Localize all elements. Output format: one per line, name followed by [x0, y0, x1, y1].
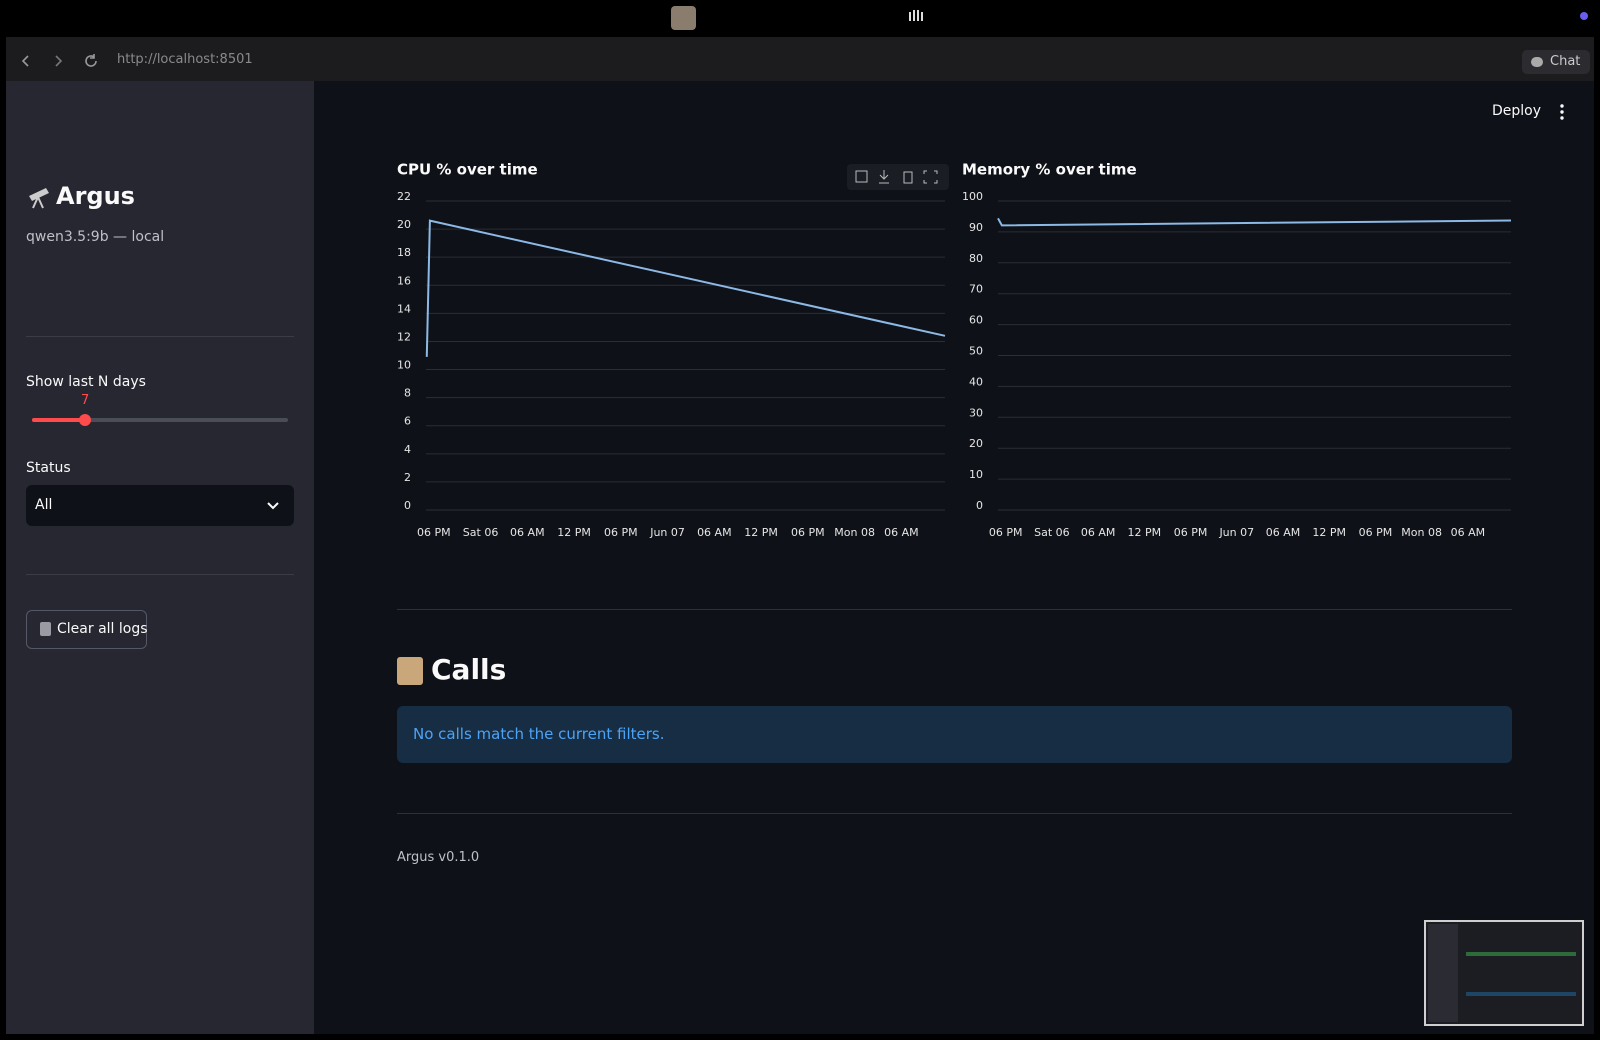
- forward-button[interactable]: [55, 55, 63, 67]
- slider-fill: [32, 418, 85, 422]
- chart-toolbar: [847, 164, 949, 190]
- info-message: No calls match the current filters.: [413, 725, 665, 743]
- address-bar: http://localhost:8501 Chat: [6, 37, 1594, 81]
- copy-icon[interactable]: [903, 171, 913, 184]
- divider: [26, 336, 294, 337]
- reload-button[interactable]: [85, 54, 97, 67]
- nav-icons: [21, 54, 97, 67]
- table-icon[interactable]: [855, 170, 868, 183]
- status-label: Status: [26, 460, 71, 476]
- divider: [397, 609, 1512, 610]
- slider-label: Show last N days: [26, 374, 146, 390]
- slider-value: 7: [81, 393, 90, 408]
- back-button[interactable]: [21, 55, 29, 67]
- chat-label: Chat: [1550, 54, 1581, 69]
- divider: [26, 574, 294, 575]
- fullscreen-icon[interactable]: [923, 170, 938, 184]
- chat-button[interactable]: Chat: [1522, 50, 1590, 74]
- trash-icon: [40, 622, 51, 636]
- clipboard-icon: [397, 657, 423, 685]
- clear-logs-label: Clear all logs: [57, 621, 148, 637]
- slider-track[interactable]: [32, 418, 288, 422]
- telescope-icon: [29, 188, 49, 209]
- minimap-sidebar: [1428, 924, 1458, 1022]
- calls-heading: Calls: [431, 653, 507, 686]
- clear-logs-button[interactable]: Clear all logs: [26, 610, 148, 649]
- status-dot: [1580, 12, 1588, 20]
- minimap-thumbnail[interactable]: [1424, 920, 1584, 1026]
- app-title: Argus: [56, 182, 135, 210]
- status-select[interactable]: All: [26, 485, 294, 526]
- deploy-button[interactable]: Deploy: [1492, 103, 1542, 119]
- app-icon: [671, 6, 696, 30]
- download-icon[interactable]: [879, 170, 889, 184]
- footer-version: Argus v0.1.0: [397, 850, 480, 865]
- info-box: No calls match the current filters.: [397, 706, 1512, 763]
- chevron: [267, 502, 279, 510]
- model-subtitle: qwen3.5:9b — local: [26, 229, 165, 245]
- sidebar: Argus qwen3.5:9b — local Show last N day…: [6, 81, 314, 1034]
- top-bar: [671, 6, 1588, 30]
- menu-button[interactable]: [1558, 102, 1566, 122]
- slider-thumb[interactable]: [79, 414, 91, 426]
- chat-icon: [1531, 57, 1543, 67]
- url[interactable]: http://localhost:8501: [117, 52, 253, 67]
- bars-icon: [909, 10, 923, 21]
- divider: [397, 813, 1512, 814]
- status-value: All: [35, 497, 53, 513]
- minimap-bar: [1466, 992, 1576, 996]
- minimap-bar: [1466, 952, 1576, 956]
- browser-window: http://localhost:8501 Chat Argus qwen3.5…: [6, 37, 1594, 1034]
